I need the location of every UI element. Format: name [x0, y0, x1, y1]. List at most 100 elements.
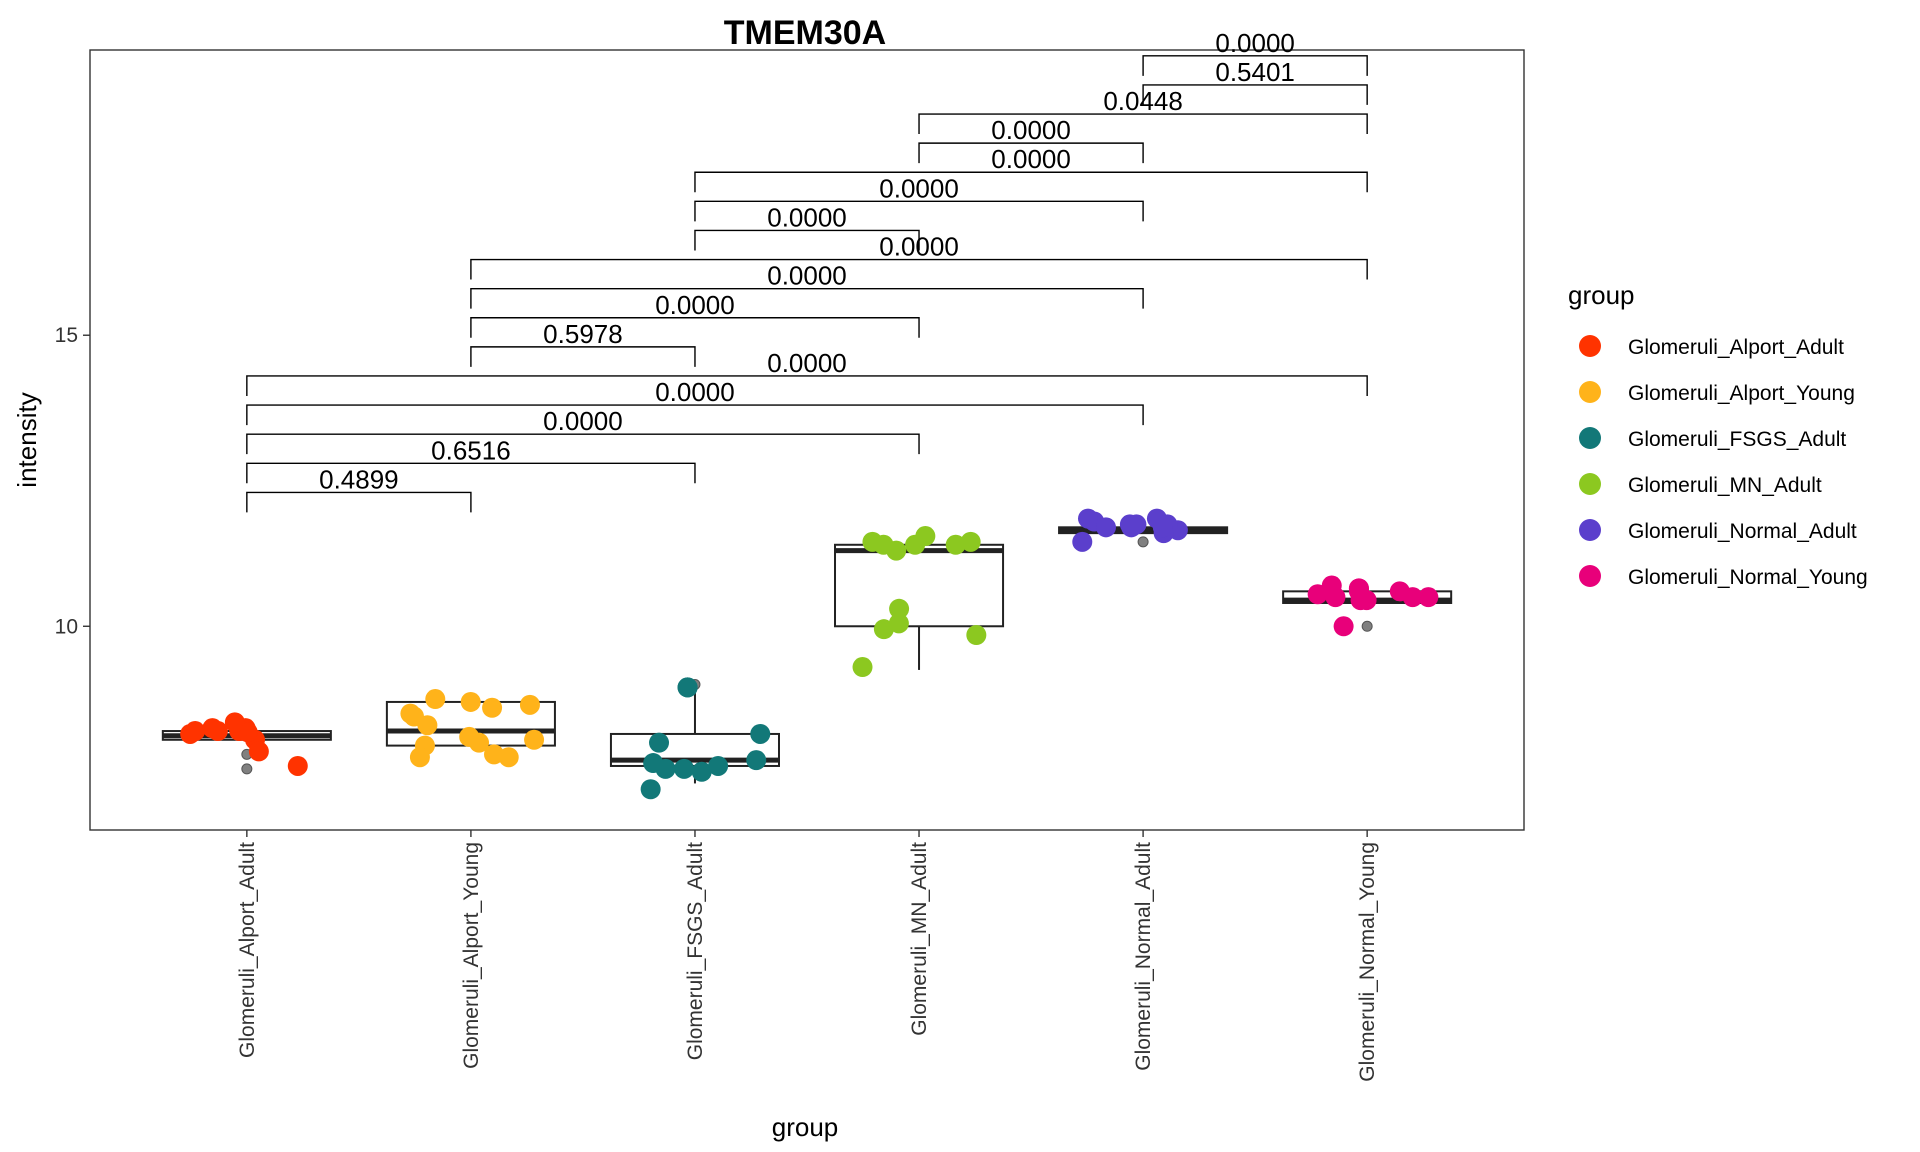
- data-point: [1072, 531, 1093, 552]
- legend-label: Glomeruli_Alport_Young: [1628, 382, 1855, 405]
- x-tick-label: Glomeruli_FSGS_Adult: [684, 842, 707, 1060]
- data-point: [888, 613, 909, 634]
- legend-key: [1579, 565, 1601, 587]
- data-point: [224, 712, 245, 733]
- data-point: [460, 691, 481, 712]
- p-value-label: 0.0000: [767, 202, 847, 232]
- data-point: [691, 761, 712, 782]
- x-tick-label: Glomeruli_Alport_Adult: [236, 842, 259, 1058]
- x-tick-label: Glomeruli_MN_Adult: [908, 842, 931, 1036]
- legend-key: [1579, 519, 1601, 541]
- comparison-bracket: [470, 258, 1368, 280]
- p-value-label: 0.5401: [1215, 57, 1295, 87]
- y-axis: 10 15: [55, 324, 90, 638]
- comparison-bracket: [694, 229, 920, 251]
- comparison-bracket: [246, 462, 696, 484]
- data-point: [484, 744, 505, 765]
- data-point: [287, 755, 308, 776]
- legend-key: [1579, 381, 1601, 403]
- data-point: [207, 721, 228, 742]
- data-point: [1152, 517, 1173, 538]
- comparison-bracket: [470, 346, 696, 367]
- data-point: [960, 531, 981, 552]
- data-point: [180, 723, 201, 744]
- comparison-bracket: [1142, 55, 1368, 76]
- outlier-point: [241, 763, 253, 775]
- comparison-bracket: [246, 491, 472, 513]
- data-point: [417, 715, 438, 736]
- p-value-label: 0.0000: [767, 348, 847, 378]
- data-point: [649, 732, 670, 753]
- data-point: [1121, 517, 1142, 538]
- data-point: [677, 677, 698, 698]
- data-point: [425, 689, 446, 710]
- data-point: [400, 703, 421, 724]
- comparison-bracket: [1142, 84, 1368, 105]
- x-tick-label: Glomeruli_Normal_Adult: [1132, 842, 1155, 1071]
- data-point: [889, 598, 910, 619]
- comparison-brackets: 0.48990.65160.00000.00000.00000.59780.00…: [246, 28, 1368, 513]
- legend-key: [1579, 427, 1601, 449]
- comparison-bracket: [246, 404, 1144, 426]
- p-value-label: 0.0000: [879, 173, 959, 203]
- x-axis: Glomeruli_Alport_Adult Glomeruli_Alport_Y…: [236, 830, 1379, 1082]
- data-point: [409, 747, 430, 768]
- data-point: [1095, 517, 1116, 538]
- y-tick-label: 15: [55, 324, 78, 347]
- data-point: [482, 697, 503, 718]
- data-point: [966, 625, 987, 645]
- comparison-bracket: [470, 317, 920, 338]
- plot-panel: [89, 49, 1525, 831]
- outlier-point: [1137, 536, 1149, 548]
- legend-label: Glomeruli_Normal_Young: [1628, 566, 1868, 589]
- outlier-point: [1361, 620, 1373, 632]
- data-point: [519, 694, 540, 715]
- data-point: [905, 534, 926, 555]
- legend-label: Glomeruli_Alport_Adult: [1628, 336, 1844, 359]
- legend-title: group: [1568, 280, 1635, 310]
- comparison-bracket: [246, 433, 920, 455]
- p-value-label: 0.6516: [431, 435, 511, 465]
- data-point: [945, 534, 966, 555]
- comparison-bracket: [470, 287, 1144, 309]
- data-point: [1348, 578, 1369, 599]
- data-point: [1333, 616, 1354, 637]
- y-tick-label: 10: [55, 615, 78, 638]
- p-value-label: 0.0000: [655, 290, 735, 320]
- data-point: [674, 758, 695, 779]
- jitter-points: [180, 508, 1439, 800]
- x-tick-label: Glomeruli_Alport_Young: [460, 842, 483, 1069]
- data-point: [1418, 587, 1439, 608]
- comparison-bracket: [918, 142, 1144, 164]
- data-point: [1307, 584, 1328, 605]
- data-point: [524, 729, 545, 750]
- data-point: [1077, 508, 1098, 529]
- legend-label: Glomeruli_FSGS_Adult: [1628, 428, 1846, 451]
- legend-key: [1579, 335, 1601, 357]
- data-point: [852, 657, 873, 678]
- data-point: [655, 758, 676, 779]
- data-point: [873, 534, 894, 555]
- legend-label: Glomeruli_Normal_Adult: [1628, 520, 1857, 543]
- p-value-label: 0.0000: [991, 115, 1071, 145]
- data-point: [640, 779, 661, 800]
- data-point: [459, 726, 480, 747]
- data-point: [248, 741, 269, 762]
- chart-title: TMEM30A: [724, 14, 886, 52]
- comparison-bracket: [694, 200, 1144, 222]
- p-value-label: 0.0000: [991, 144, 1071, 174]
- data-point: [708, 755, 729, 776]
- y-axis-title: intensity: [12, 392, 42, 487]
- comparison-bracket: [694, 171, 1368, 193]
- x-tick-label: Glomeruli_Normal_Young: [1356, 842, 1379, 1082]
- legend-key: [1579, 473, 1601, 495]
- box: [834, 543, 1005, 628]
- p-value-label: 0.0000: [655, 377, 735, 407]
- comparison-bracket: [246, 375, 1368, 396]
- p-value-label: 0.0000: [543, 406, 623, 436]
- p-value-label: 0.0000: [767, 261, 847, 291]
- data-point: [746, 750, 767, 771]
- data-point: [750, 723, 771, 744]
- legend: group Glomeruli_Alport_Adult Glomeruli_Al…: [1568, 280, 1868, 589]
